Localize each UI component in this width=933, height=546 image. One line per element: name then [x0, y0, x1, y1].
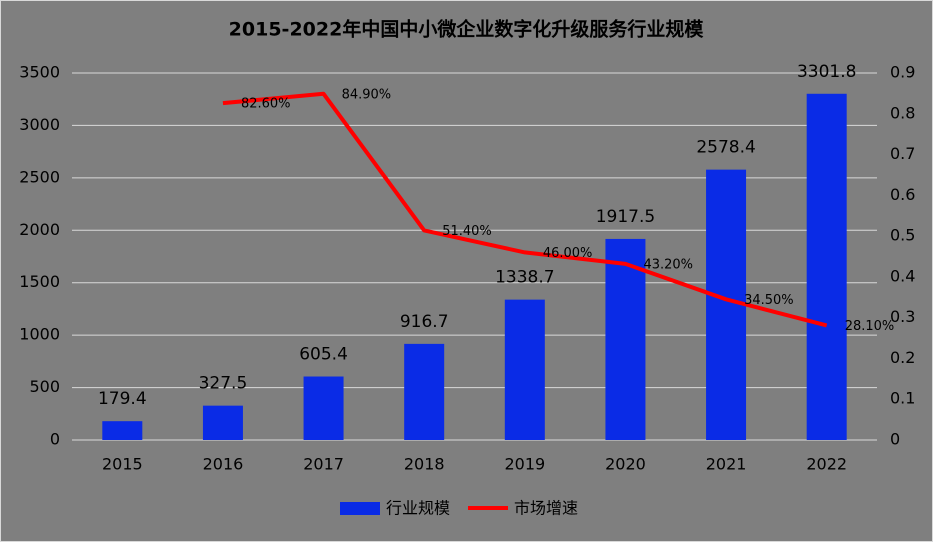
y2-tick-label: 0.3: [890, 307, 915, 326]
y2-tick-label: 0.7: [890, 144, 915, 163]
legend-label: 行业规模: [386, 499, 450, 518]
y-tick-label: 1500: [19, 272, 60, 291]
y2-tick-label: 0.9: [890, 63, 915, 82]
x-tick-label: 2020: [605, 455, 646, 474]
bar-value-label: 1338.7: [495, 268, 554, 288]
line-value-label: 51.40%: [442, 224, 492, 239]
line-value-label: 84.90%: [342, 87, 392, 102]
bar: [806, 93, 847, 440]
bar-value-label: 916.7: [400, 312, 449, 332]
x-tick-label: 2021: [706, 455, 747, 474]
line-value-label: 46.00%: [543, 246, 593, 261]
line: [222, 91, 828, 328]
bar: [504, 299, 545, 440]
y2-tick-label: 0.2: [890, 348, 915, 367]
x-tick-label: 2017: [303, 455, 344, 474]
bar: [303, 376, 344, 440]
bar: [605, 238, 646, 440]
bar-value-label: 327.5: [199, 374, 248, 394]
line-value-label: 82.60%: [241, 97, 291, 112]
bar-value-label: 605.4: [299, 345, 348, 365]
x-tick-label: 2018: [404, 455, 445, 474]
bar: [102, 421, 143, 440]
x-tick-label: 2016: [203, 455, 244, 474]
y-tick-label: 2000: [19, 220, 60, 239]
x-tick-label: 2022: [806, 455, 847, 474]
bar-value-label: 1917.5: [596, 207, 655, 227]
x-tick-label: 2019: [504, 455, 545, 474]
bar: [202, 405, 243, 440]
line-value-label: 43.20%: [643, 257, 693, 272]
line-value-label: 34.50%: [744, 293, 794, 308]
bar-value-label: 179.4: [98, 389, 147, 409]
bar-value-label: 2578.4: [696, 138, 755, 158]
y-tick-label: 500: [29, 377, 60, 396]
y2-tick-label: 0.8: [890, 103, 915, 122]
legend-swatch: [340, 502, 380, 515]
legend-label: 市场增速: [514, 499, 578, 518]
y2-tick-label: 0.1: [890, 389, 915, 408]
line-value-label: 28.10%: [845, 319, 895, 334]
y2-tick-label: 0.6: [890, 185, 915, 204]
chart-title: 2015-2022年中国中小微企业数字化升级服务行业规模: [229, 18, 705, 41]
y2-tick-label: 0: [890, 430, 900, 449]
y-tick-label: 3000: [19, 115, 60, 134]
x-tick-label: 2015: [102, 455, 143, 474]
y-tick-label: 1000: [19, 325, 60, 344]
y2-tick-label: 0.5: [890, 226, 915, 245]
y2-tick-label: 0.4: [890, 266, 915, 285]
y-tick-label: 3500: [19, 63, 60, 82]
bar-value-label: 3301.8: [797, 62, 856, 82]
y-tick-label: 0: [50, 430, 60, 449]
y-tick-label: 2500: [19, 167, 60, 186]
bar: [404, 343, 445, 440]
